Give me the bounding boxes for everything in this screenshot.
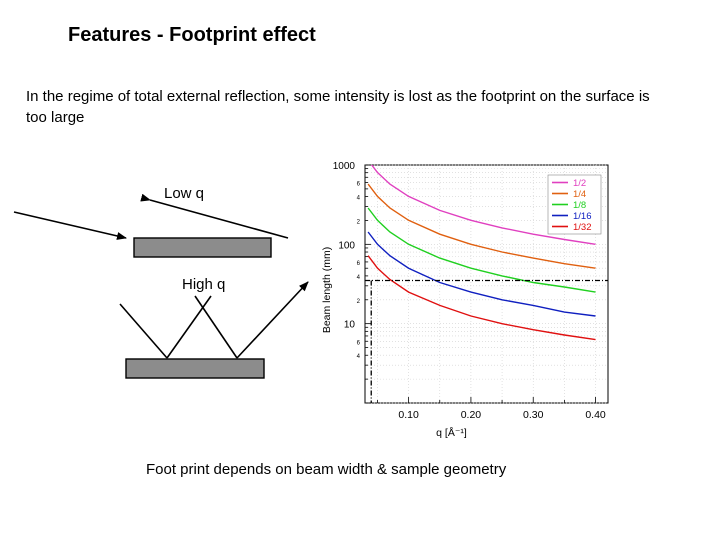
- high-q-incident-beam: [119, 303, 168, 359]
- legend-label: 1/16: [573, 211, 592, 222]
- low-q-incident-beam: [13, 211, 127, 240]
- x-axis-label: q [Å⁻¹]: [436, 426, 467, 439]
- high-q-reflected-beam: [236, 281, 309, 359]
- y-minor-tick-label: 4: [357, 196, 361, 202]
- x-tick-label: 0.30: [523, 409, 544, 421]
- x-tick-label: 0.10: [398, 409, 419, 421]
- series-line-1-16: [367, 231, 596, 317]
- y-minor-tick-label: 6: [357, 261, 361, 267]
- series-line-1-8: [367, 207, 596, 293]
- y-tick-label: 10: [344, 320, 356, 331]
- high-q-label: High q: [182, 276, 226, 293]
- low-q-reflected-beam: [140, 193, 289, 239]
- y-minor-tick-label: 6: [357, 340, 361, 346]
- high-q-beam-2: [166, 295, 212, 359]
- y-minor-tick-label: 2: [357, 219, 361, 225]
- y-minor-tick-label: 6: [357, 182, 361, 188]
- legend-label: 1/8: [573, 200, 586, 211]
- high-q-sample: [125, 358, 265, 379]
- series-line-1-4: [367, 183, 596, 269]
- y-minor-tick-label: 2: [357, 299, 361, 305]
- caption: Foot print depends on beam width & sampl…: [146, 461, 507, 478]
- legend-label: 1/2: [573, 178, 586, 189]
- y-axis-label: Beam length (mm): [321, 247, 333, 333]
- legend-label: 1/32: [573, 222, 592, 233]
- intro-text: In the regime of total external reflecti…: [26, 88, 650, 126]
- low-q-label: Low q: [164, 185, 205, 202]
- y-minor-tick-label: 4: [357, 275, 361, 281]
- y-tick-label: 100: [338, 240, 355, 251]
- high-q-beam-3: [194, 295, 238, 359]
- page-title: Features - Footprint effect: [68, 24, 316, 46]
- x-tick-label: 0.40: [585, 409, 606, 421]
- x-tick-label: 0.20: [461, 409, 482, 421]
- series-line-1-2: [370, 165, 596, 245]
- series-line-1-32: [367, 255, 596, 341]
- y-tick-label: 1000: [333, 161, 356, 172]
- legend-label: 1/4: [573, 189, 586, 200]
- low-q-sample: [133, 237, 272, 258]
- y-minor-tick-label: 4: [357, 354, 361, 360]
